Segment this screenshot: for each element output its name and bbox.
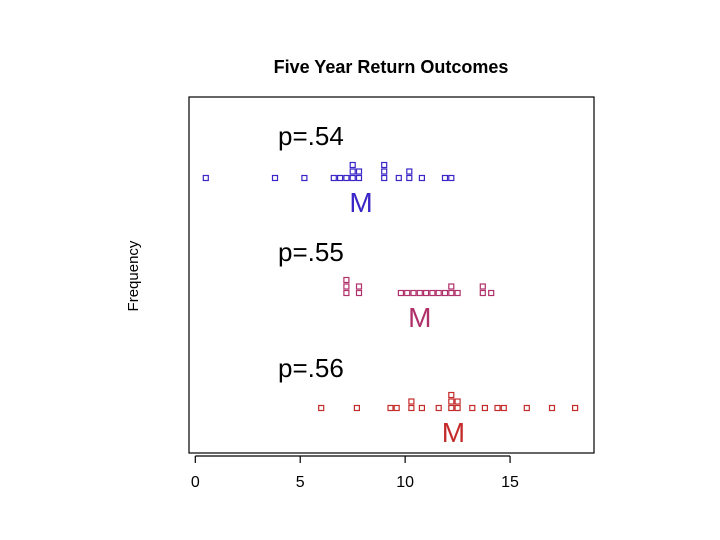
data-point: [408, 398, 415, 405]
data-point: [448, 391, 455, 399]
data-point: [395, 174, 402, 182]
data-point: [393, 404, 400, 412]
panel-3: p=.56 M: [278, 353, 579, 448]
data-point: [479, 283, 486, 290]
data-point: [435, 289, 442, 297]
data-point: [349, 168, 356, 175]
data-point: [448, 398, 455, 405]
data-point: [410, 289, 417, 297]
x-tick-label: 0: [191, 474, 200, 491]
data-point: [448, 283, 455, 290]
panel-1: p=.54 M: [202, 121, 455, 218]
data-point: [406, 174, 413, 182]
y-axis-label: Frequency: [125, 240, 142, 311]
data-point: [423, 289, 430, 297]
median-marker: M: [349, 187, 372, 218]
panel-label: p=.55: [278, 237, 344, 267]
data-point: [454, 404, 461, 412]
data-point: [343, 276, 350, 284]
data-point: [355, 283, 363, 290]
data-point: [343, 289, 350, 297]
data-point: [418, 404, 425, 412]
data-point: [454, 398, 461, 405]
data-point: [441, 174, 449, 182]
panel-label: p=.56: [278, 353, 344, 383]
data-point: [381, 174, 388, 182]
data-point: [548, 404, 556, 412]
data-point: [343, 174, 350, 182]
data-point: [381, 168, 388, 175]
data-point: [397, 289, 404, 297]
data-point: [404, 289, 411, 297]
panel-2: p=.55 M: [278, 237, 495, 333]
data-point: [381, 161, 388, 169]
data-point: [343, 283, 350, 290]
data-point: [202, 174, 209, 182]
data-point: [494, 404, 501, 412]
data-point: [353, 404, 360, 412]
data-point: [435, 404, 442, 412]
data-point: [479, 289, 486, 297]
data-point: [488, 289, 495, 297]
x-tick-label: 10: [396, 474, 414, 491]
panel-label: p=.54: [278, 121, 344, 151]
data-point: [429, 289, 436, 297]
data-point: [355, 289, 363, 297]
plot-frame: [188, 96, 595, 454]
data-point: [523, 404, 530, 412]
data-point: [301, 174, 308, 182]
data-point: [481, 404, 488, 412]
x-tick-label: 5: [296, 474, 305, 491]
data-point: [418, 174, 425, 182]
data-point: [469, 404, 476, 412]
x-axis: 0 5 10 15: [191, 455, 519, 491]
data-point: [318, 404, 325, 412]
data-point: [448, 404, 455, 412]
data-point: [448, 174, 455, 182]
data-point: [355, 174, 363, 182]
data-point: [349, 161, 356, 169]
data-point: [355, 168, 363, 175]
median-marker: M: [442, 417, 465, 448]
data-point: [500, 404, 507, 412]
median-marker: M: [408, 302, 431, 333]
data-point: [337, 174, 344, 182]
data-point: [387, 404, 394, 412]
data-point: [406, 168, 413, 175]
data-point: [448, 289, 455, 297]
chart-title: Five Year Return Outcomes: [274, 57, 509, 77]
data-point: [441, 289, 449, 297]
x-tick-label: 15: [501, 474, 519, 491]
data-point: [271, 174, 279, 182]
data-point: [408, 404, 415, 412]
data-point: [330, 174, 337, 182]
data-point: [571, 404, 579, 412]
data-point: [454, 289, 461, 297]
data-point: [349, 174, 356, 182]
data-point: [416, 289, 423, 297]
